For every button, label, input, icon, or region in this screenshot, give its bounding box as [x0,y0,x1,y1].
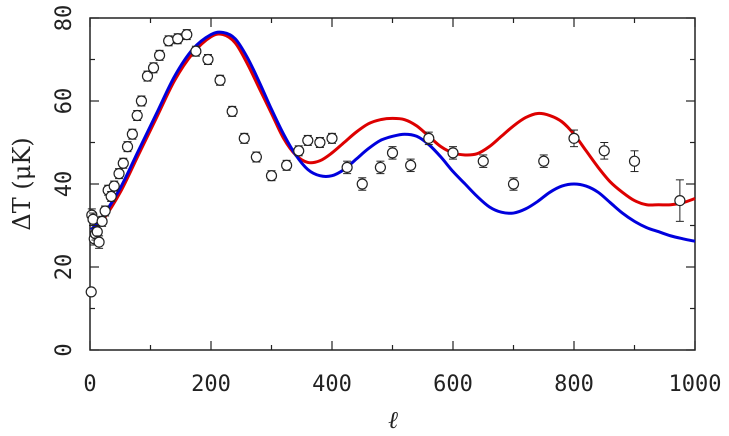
data-points [85,28,686,298]
model-curve-1 [90,32,696,235]
data-point [386,146,399,160]
data-point [135,95,148,107]
data-point [163,35,175,47]
x-axis-label: ℓ [388,406,398,434]
data-point [302,134,314,147]
data-point [423,131,435,146]
data-point [374,160,386,175]
data-point [121,141,134,153]
data-point [105,190,117,203]
y-tick-label: 20 [52,254,77,281]
x-tick-label: 600 [433,372,473,397]
data-point [214,74,226,86]
data-point [172,33,184,45]
data-point [108,180,120,192]
y-tick-label: 0 [52,343,77,356]
data-point [96,215,108,227]
data-point [265,170,278,182]
x-tick-label: 200 [191,372,231,397]
tick-labels: 0 200 400 600 800 1000 0 20 40 60 80 [52,5,721,397]
data-point [202,53,214,66]
data-point [93,235,105,249]
data-point [477,154,489,168]
data-point [341,160,353,175]
data-point [99,205,111,217]
data-point [568,129,580,148]
data-point [314,136,326,149]
model-curve-2 [90,30,696,243]
y-axis-label: ΔT (μK) [8,137,36,230]
model-curves [90,30,696,243]
data-point [628,150,641,173]
y-tick-label: 60 [52,88,77,115]
x-tick-label: 0 [83,372,96,397]
x-tick-label: 800 [554,372,594,397]
y-tick-label: 80 [52,5,77,32]
data-point [147,62,160,74]
x-tick-label: 1000 [669,372,722,397]
data-point [507,177,520,191]
data-point [181,28,193,41]
data-point [126,128,138,140]
x-tick-label: 400 [312,372,352,397]
data-point [113,168,125,180]
data-point [190,45,202,57]
axis-ticks [89,17,696,351]
data-point [405,158,417,173]
data-point [153,49,166,61]
data-point [141,70,154,82]
data-point [447,146,459,160]
data-point [131,109,143,122]
data-point [326,132,338,144]
data-point [87,212,99,226]
y-tick-label: 40 [52,171,77,198]
data-point [85,286,97,298]
data-point [598,142,610,160]
data-point [226,105,238,117]
data-point [281,159,293,171]
data-point [538,154,550,168]
data-point [293,145,305,157]
data-point [674,179,686,222]
data-point [117,157,129,169]
data-point [250,151,262,163]
data-point [356,177,368,191]
data-point [238,132,250,144]
